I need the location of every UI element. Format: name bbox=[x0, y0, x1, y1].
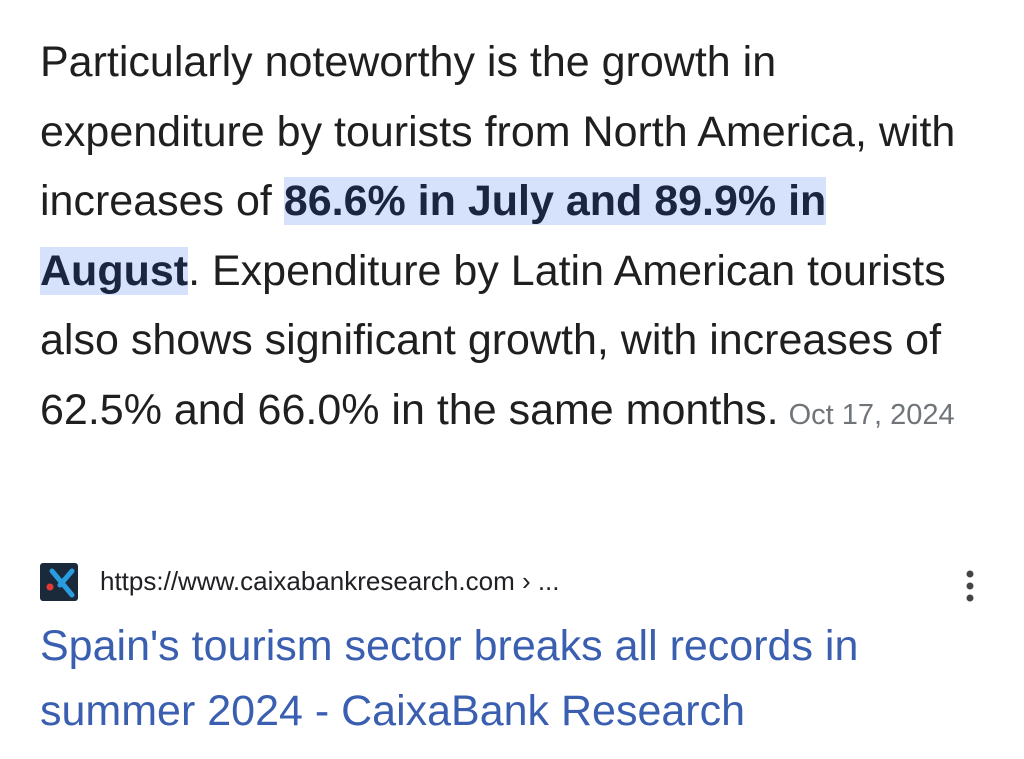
snippet-text: . Expenditure by Latin American tourists… bbox=[40, 246, 946, 434]
more-options[interactable] bbox=[956, 568, 984, 604]
snippet-text: Particularly noteworthy is the growth in… bbox=[40, 38, 956, 225]
result-title[interactable]: Spain's tourism sector breaks all record… bbox=[40, 622, 859, 735]
result-url[interactable]: https://www.caixabankresearch.com › ... bbox=[100, 566, 560, 596]
snippet: Particularly noteworthy is the growth in… bbox=[40, 28, 990, 450]
date: Oct 17, 2024 bbox=[788, 398, 955, 431]
favicon bbox=[40, 563, 78, 601]
